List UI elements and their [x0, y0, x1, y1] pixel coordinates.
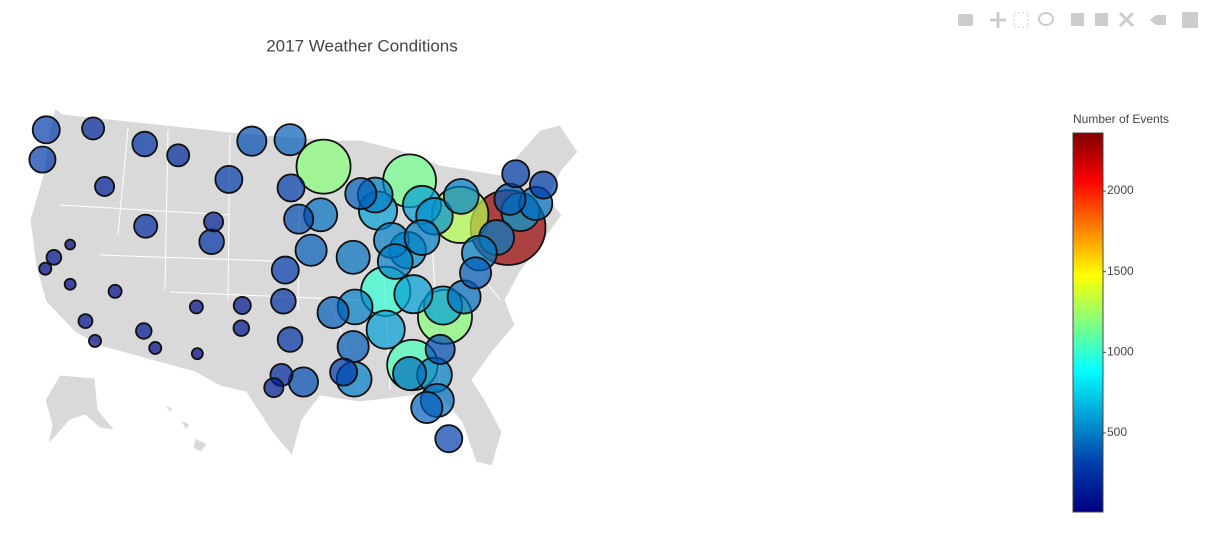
colorbar-tick-label: 2000 [1107, 183, 1134, 197]
bubble [410, 390, 444, 424]
bubble [329, 357, 359, 387]
bubble [336, 330, 370, 364]
bubble [392, 356, 428, 391]
bubble [88, 333, 102, 348]
bubble [263, 377, 285, 399]
bubble [501, 159, 531, 189]
bubble [94, 176, 116, 197]
hover-icon[interactable] [1150, 15, 1166, 25]
bubble [63, 277, 77, 291]
bubble [214, 165, 244, 194]
bubble [64, 238, 76, 251]
bubble [459, 256, 493, 290]
lasso-icon[interactable] [1038, 12, 1054, 26]
bubble [287, 366, 319, 398]
bubble [188, 299, 204, 315]
toolbar [958, 11, 1198, 28]
bubble [434, 424, 464, 454]
bubble [77, 313, 94, 329]
bubble [38, 261, 53, 276]
bubble [31, 115, 61, 145]
bubble [28, 145, 57, 174]
colorbar-title: Number of Events [1073, 112, 1169, 126]
alaska [44, 374, 117, 447]
bubble [232, 319, 251, 337]
zoom-out-icon[interactable] [1095, 13, 1108, 26]
bubble [270, 288, 297, 315]
bubble [131, 130, 158, 158]
bubble [365, 309, 406, 350]
bubble [344, 177, 378, 211]
bubble [81, 116, 106, 141]
camera-icon[interactable] [958, 14, 973, 26]
bubble [107, 283, 123, 299]
bubbles [28, 115, 558, 454]
bubble [335, 239, 371, 275]
bubble [493, 182, 527, 216]
bubble [283, 203, 315, 235]
bubble [133, 213, 159, 239]
bubble [276, 326, 304, 353]
plotly-logo[interactable] [1182, 12, 1198, 28]
bubble [198, 228, 225, 255]
bubble [424, 333, 456, 365]
bubble [393, 274, 434, 315]
bubble [232, 296, 252, 315]
bubble [529, 170, 558, 200]
pan-icon[interactable] [990, 12, 1006, 28]
bubble [203, 211, 225, 233]
bubble [166, 143, 191, 168]
bubble [148, 341, 163, 355]
bubble [316, 296, 350, 330]
bubble [376, 243, 414, 280]
select-icon[interactable] [1013, 12, 1029, 28]
bubble [45, 249, 63, 266]
colorbar-tick-label: 500 [1107, 425, 1127, 439]
bubble [403, 219, 441, 256]
bubble [190, 347, 204, 361]
bubble [442, 178, 480, 215]
bubble [294, 233, 328, 267]
chart-title: 2017 Weather Conditions [266, 36, 458, 55]
bubble [276, 173, 306, 203]
colorbar-tick-label: 1000 [1107, 345, 1134, 359]
bubble [295, 138, 352, 195]
reset-icon[interactable] [1118, 11, 1135, 28]
bubble [135, 322, 153, 340]
bubble [236, 125, 268, 157]
zoom-in-icon[interactable] [1071, 13, 1084, 26]
bubble [273, 123, 307, 157]
colorbar-tick-label: 1500 [1107, 264, 1134, 278]
bubble [270, 255, 300, 285]
hawaii [163, 404, 208, 453]
colorbar [1072, 132, 1104, 513]
